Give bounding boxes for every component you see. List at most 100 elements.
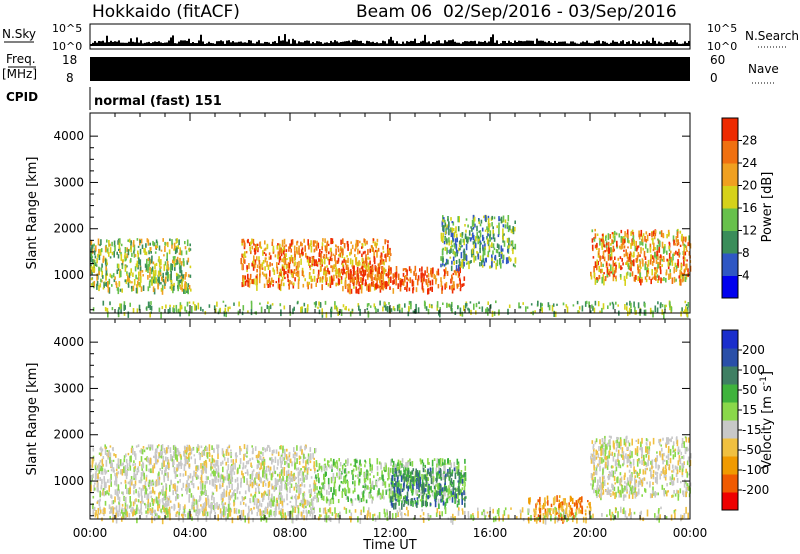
echo-cell (283, 269, 286, 275)
echo-cell (415, 272, 417, 276)
echo-cell (486, 230, 489, 236)
echo-cell (280, 492, 282, 495)
echo-cell (170, 480, 172, 484)
echo-cell (502, 228, 504, 235)
echo-cell (177, 308, 180, 314)
echo-cell (412, 288, 414, 294)
echo-cell (305, 460, 307, 463)
echo-cell (157, 459, 159, 463)
echo-cell (328, 270, 331, 275)
echo-cell (457, 226, 460, 232)
echo-cell (389, 467, 392, 473)
echo-cell (654, 252, 656, 258)
echo-cell (309, 484, 311, 488)
echo-cell (323, 268, 325, 275)
echo-cell (295, 487, 298, 493)
echo-cell (364, 473, 367, 479)
echo-cell (227, 457, 229, 463)
echo-cell (364, 267, 367, 269)
echo-cell (146, 238, 149, 243)
echo-cell (682, 276, 685, 282)
echo-cell (489, 230, 492, 236)
echo-cell (120, 270, 122, 278)
echo-cell (275, 281, 278, 284)
noise-sample (506, 43, 508, 46)
echo-cell (150, 490, 152, 495)
echo-cell (124, 247, 127, 253)
echo-cell (262, 250, 264, 256)
echo-cell (292, 271, 294, 279)
echo-cell (392, 460, 395, 468)
echo-cell (148, 484, 150, 487)
echo-cell (184, 446, 186, 450)
echo-cell (166, 269, 168, 276)
echo-cell (247, 273, 249, 280)
noise-sample (342, 41, 344, 46)
echo-cell (519, 306, 522, 309)
noise-sample (428, 41, 430, 46)
echo-cell (366, 273, 369, 278)
echo-cell (191, 447, 194, 451)
echo-cell (609, 234, 612, 239)
echo-cell (304, 245, 306, 252)
echo-cell (257, 507, 260, 511)
echo-cell (308, 500, 310, 505)
noise-sample (112, 41, 114, 46)
echo-cell (110, 469, 113, 472)
echo-cell (164, 507, 167, 513)
echo-cell (661, 304, 664, 308)
echo-cell (420, 491, 422, 496)
echo-cell (473, 254, 475, 258)
echo-cell (313, 302, 316, 305)
echo-cell (259, 241, 262, 248)
echo-cell (294, 463, 296, 470)
echo-cell (280, 478, 282, 484)
echo-cell (244, 472, 247, 474)
echo-cell (256, 454, 259, 461)
echo-cell (223, 488, 225, 493)
noise-sample (662, 43, 664, 46)
echo-cell (349, 258, 352, 265)
echo-cell (305, 466, 308, 472)
echo-cell (335, 275, 338, 279)
echo-cell (186, 487, 188, 495)
echo-cell (101, 458, 104, 465)
echo-cell (349, 252, 351, 256)
echo-cell (426, 501, 428, 507)
echo-cell (630, 263, 633, 267)
colorbar-tick-label: 16 (742, 201, 757, 215)
echo-cell (498, 309, 500, 315)
echo-cell (449, 227, 452, 233)
echo-cell (355, 286, 357, 294)
noise-sample (248, 40, 250, 46)
echo-cell (688, 235, 690, 241)
echo-cell (110, 462, 112, 467)
echo-cell (258, 500, 261, 507)
echo-cell (271, 303, 274, 306)
echo-cell (280, 510, 282, 515)
echo-cell (190, 288, 192, 292)
echo-cell (304, 278, 306, 282)
echo-cell (354, 487, 356, 493)
noise-sample (130, 38, 132, 46)
echo-cell (489, 265, 491, 269)
echo-cell (282, 448, 284, 454)
echo-cell (236, 496, 239, 500)
noise-sample (680, 43, 682, 46)
echo-cell (114, 507, 116, 510)
echo-cell (499, 218, 501, 221)
echo-cell (437, 471, 439, 474)
echo-cell (195, 474, 198, 480)
echo-cell (155, 479, 158, 487)
echo-cell (124, 479, 127, 484)
echo-cell (379, 259, 382, 265)
echo-cell (465, 218, 468, 221)
echo-cell (367, 310, 370, 318)
noise-sample (402, 41, 404, 46)
echo-cell (141, 244, 144, 249)
echo-cell (91, 269, 93, 275)
echo-cell (376, 278, 378, 284)
noise-sample (278, 36, 280, 46)
noise-sample (326, 42, 328, 46)
